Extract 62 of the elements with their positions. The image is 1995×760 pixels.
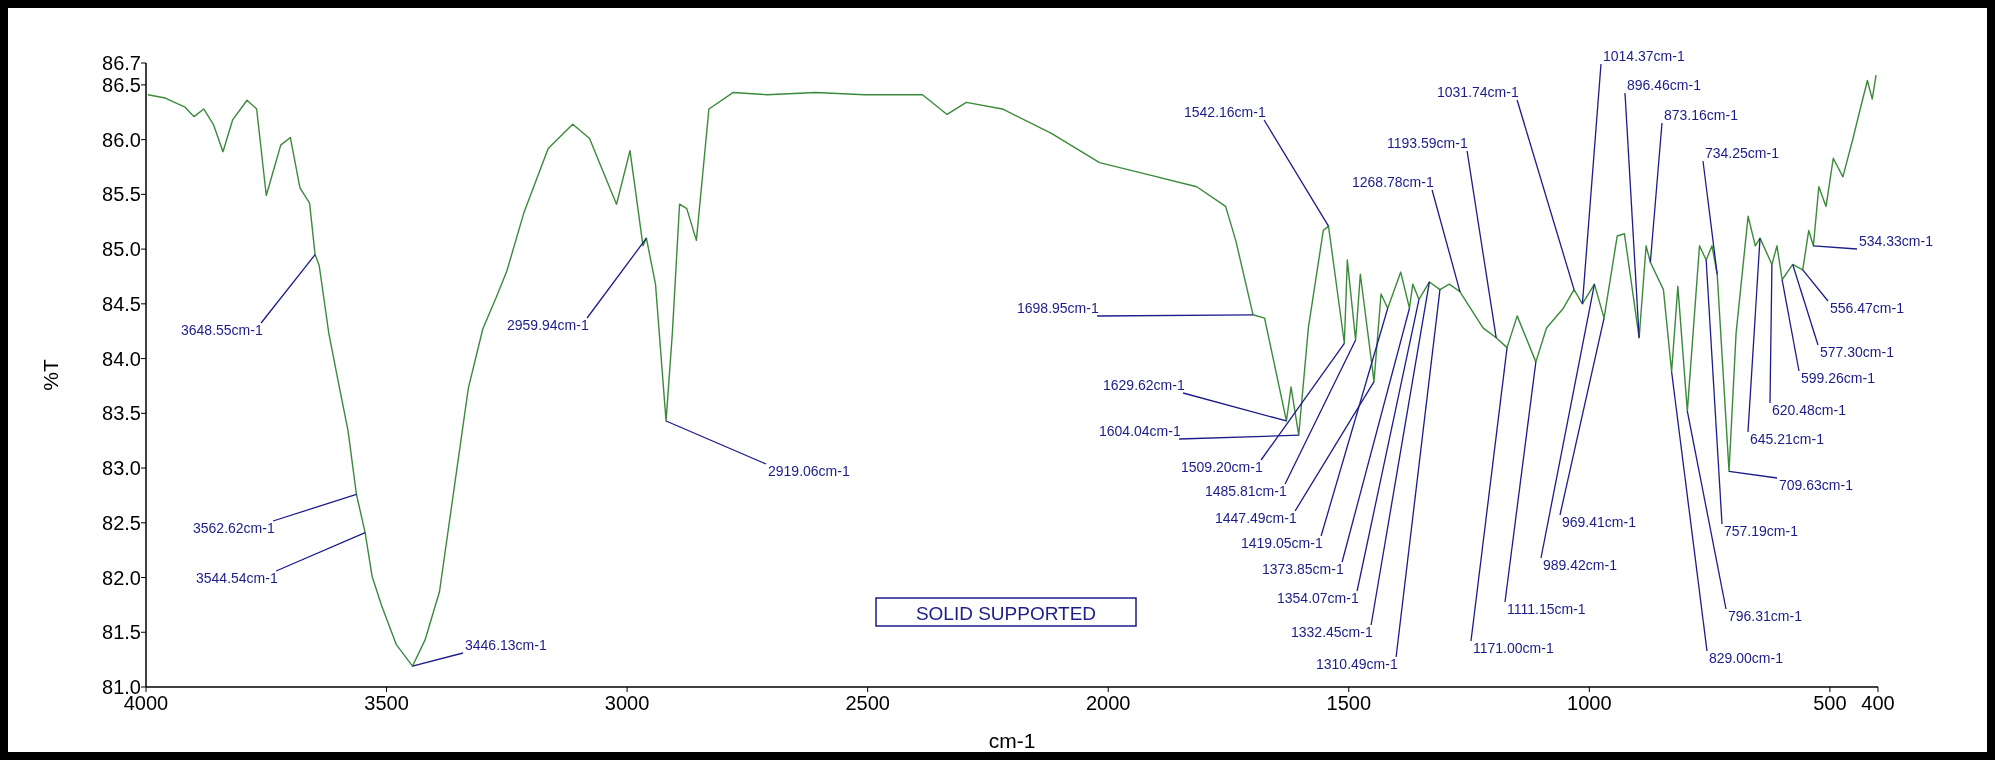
annotation: 1629.62cm-1 <box>1103 377 1185 393</box>
annotation: 1698.95cm-1 <box>1017 300 1099 316</box>
annotation: 1485.81cm-1 <box>1205 483 1287 499</box>
annotation: 534.33cm-1 <box>1859 233 1934 249</box>
annotation: 556.47cm-1 <box>1830 300 1905 316</box>
annotation: 1031.74cm-1 <box>1437 84 1519 100</box>
annotation: 3648.55cm-1 <box>181 322 263 338</box>
x-tick-label: 1500 <box>1326 692 1372 714</box>
annotation: 1604.04cm-1 <box>1099 423 1181 439</box>
annotation: 796.31cm-1 <box>1728 608 1803 624</box>
annotation: 1542.16cm-1 <box>1184 104 1266 120</box>
x-tick-label: 500 <box>1813 692 1847 714</box>
y-tick-label: 81.5 <box>102 621 141 644</box>
annotation: 734.25cm-1 <box>1705 145 1780 161</box>
x-axis-title: cm-1 <box>988 729 1036 752</box>
annotation: 1014.37cm-1 <box>1603 48 1685 64</box>
annotation: 1111.15cm-1 <box>1507 601 1586 617</box>
y-tick-label: 86.5 <box>102 73 141 96</box>
y-tick-label: 82.0 <box>102 566 141 589</box>
annotation: 599.26cm-1 <box>1801 370 1876 386</box>
annotation: 969.41cm-1 <box>1562 514 1637 530</box>
annotation: 1268.78cm-1 <box>1352 174 1434 190</box>
annotation: 3544.54cm-1 <box>196 570 278 586</box>
x-tick-label: 3500 <box>364 692 409 714</box>
x-tick-label: 2000 <box>1085 692 1131 714</box>
annotation: 757.19cm-1 <box>1724 523 1799 539</box>
y-axis-title: %T <box>39 359 62 391</box>
y-tick-label: 82.5 <box>102 511 141 534</box>
annotation: 3562.62cm-1 <box>193 520 275 536</box>
annotation: 1193.59cm-1 <box>1387 135 1468 151</box>
x-tick-label: 400 <box>1861 692 1895 714</box>
annotation: 2919.06cm-1 <box>768 463 850 479</box>
annotation: 829.00cm-1 <box>1709 650 1784 666</box>
annotation: 2959.94cm-1 <box>507 317 589 333</box>
y-tick-label: 83.0 <box>102 457 141 480</box>
x-tick-label: 3000 <box>604 692 650 714</box>
annotation: 989.42cm-1 <box>1543 557 1618 573</box>
annotation: SOLID SUPPORTED <box>915 603 1097 624</box>
annotation: 620.48cm-1 <box>1772 402 1847 418</box>
annotation: 645.21cm-1 <box>1750 431 1825 447</box>
annotation: 577.30cm-1 <box>1820 344 1895 360</box>
x-tick-label: 1000 <box>1567 692 1612 714</box>
y-tick-label: 85.5 <box>102 183 141 206</box>
annotation: 1354.07cm-1 <box>1277 590 1359 606</box>
annotation: 709.63cm-1 <box>1779 477 1854 493</box>
y-tick-label: 86.7 <box>102 52 141 74</box>
annotation: 1447.49cm-1 <box>1215 510 1297 526</box>
annotation: 1509.20cm-1 <box>1181 459 1263 475</box>
annotation: 3446.13cm-1 <box>465 637 547 653</box>
y-tick-label: 84.5 <box>102 292 141 315</box>
annotation: 1332.45cm-1 <box>1291 624 1373 640</box>
annotation: 1419.05cm-1 <box>1241 535 1323 551</box>
y-tick-label: 86.0 <box>102 128 141 151</box>
y-tick-label: 85.0 <box>102 238 141 261</box>
annotation: 1310.49cm-1 <box>1316 656 1398 672</box>
y-tick-label: 84.0 <box>102 347 141 370</box>
annotation: 896.46cm-1 <box>1627 77 1702 93</box>
x-tick-label: 2500 <box>845 692 890 714</box>
annotation: 1373.85cm-1 <box>1262 561 1344 577</box>
annotation: 1171.00cm-1 <box>1473 640 1554 656</box>
y-tick-label: 83.5 <box>102 402 141 425</box>
annotation: 873.16cm-1 <box>1664 107 1739 123</box>
